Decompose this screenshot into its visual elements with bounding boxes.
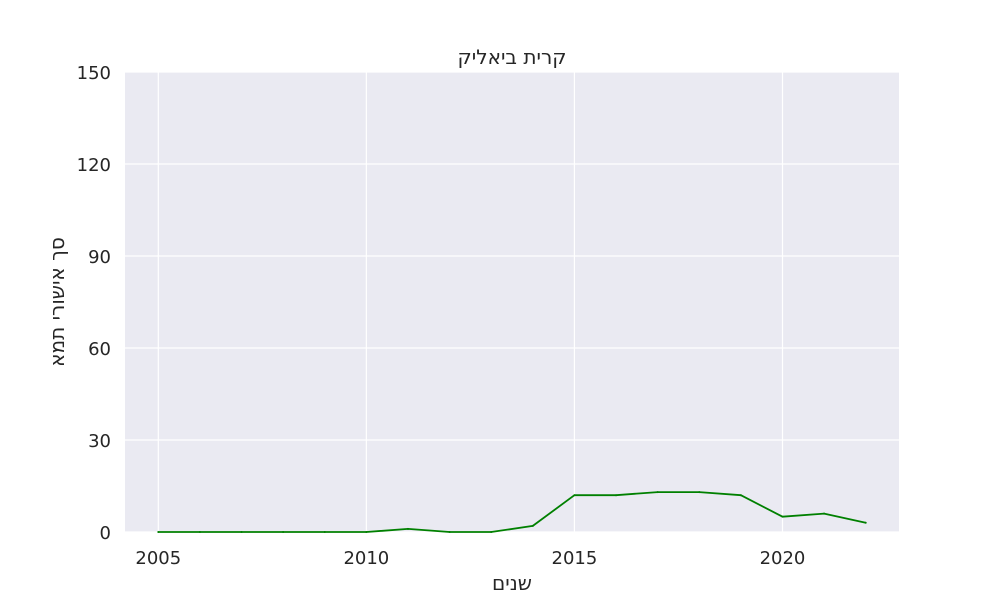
data-point [282, 531, 285, 533]
series-layer [157, 491, 867, 533]
data-point [573, 494, 576, 497]
y-tick-label: 0 [100, 523, 111, 544]
data-point [615, 494, 618, 497]
plot-background [125, 72, 899, 532]
y-tick-label: 90 [88, 247, 111, 268]
x-tick-label: 2010 [343, 548, 389, 569]
data-point [823, 512, 826, 515]
data-point [864, 521, 867, 524]
chart-title: קרית ביאליק [458, 45, 567, 69]
data-point [448, 531, 451, 533]
data-point [406, 527, 409, 530]
data-point [198, 531, 201, 533]
data-point [323, 531, 326, 533]
y-axis-label: סך אישורי תמא [45, 237, 69, 367]
y-tick-label: 30 [88, 431, 111, 452]
data-point [240, 531, 243, 533]
data-point [698, 491, 701, 494]
x-axis-label: שנים [492, 571, 532, 595]
x-tick-label: 2020 [760, 548, 806, 569]
data-point [531, 524, 534, 527]
data-point [739, 494, 742, 497]
data-point [157, 531, 160, 533]
grid-lines [125, 71, 899, 533]
data-point [365, 531, 368, 533]
y-tick-label: 60 [88, 339, 111, 360]
data-point [490, 531, 493, 533]
y-tick-label: 120 [77, 155, 111, 176]
series-line [158, 491, 866, 533]
x-tick-label: 2005 [135, 548, 181, 569]
y-tick-label: 150 [77, 63, 111, 84]
data-point [656, 491, 659, 494]
tick-labels: 0 30 60 90 120 150 2005 2010 2015 2020 [77, 63, 806, 569]
x-tick-label: 2015 [552, 548, 598, 569]
data-point [781, 515, 784, 518]
